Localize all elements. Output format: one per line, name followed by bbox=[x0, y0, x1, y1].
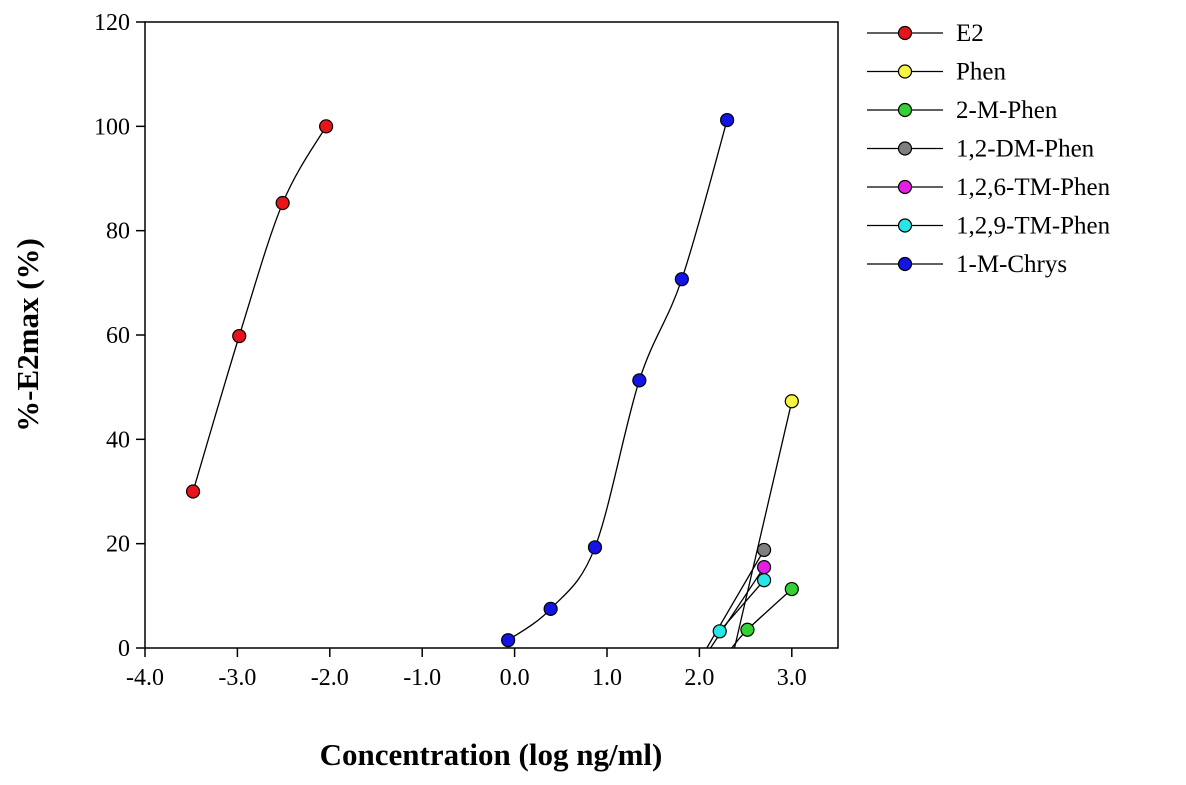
x-axis: -4.0 -3.0 -2.0 -1.0 0.0 1.0 2.0 3.0 bbox=[126, 648, 807, 691]
legend-label: 1,2-DM-Phen bbox=[956, 136, 1095, 163]
legend: E2 Phen 2-M-Phen 1,2-DM-Phen 1,2,6-TM-Phen 1,… bbox=[867, 20, 1111, 278]
series-line-5 bbox=[719, 579, 765, 632]
data-point bbox=[587, 540, 603, 555]
legend-marker bbox=[897, 102, 913, 118]
series-points bbox=[185, 112, 799, 648]
x-tick-label: -4.0 bbox=[126, 665, 164, 691]
data-point bbox=[185, 484, 201, 499]
legend-label: 1,2,6-TM-Phen bbox=[956, 174, 1111, 201]
legend-label: Phen bbox=[956, 59, 1007, 86]
series-line-0 bbox=[192, 125, 327, 492]
y-tick-label: 100 bbox=[94, 114, 130, 140]
y-tick-label: 40 bbox=[106, 427, 130, 453]
y-tick-label: 20 bbox=[106, 532, 130, 558]
x-tick-label: 3.0 bbox=[777, 665, 807, 691]
x-axis-title: Concentration (log ng/ml) bbox=[320, 737, 663, 772]
legend-marker bbox=[897, 218, 913, 233]
data-point bbox=[674, 272, 689, 287]
y-tick-label: 80 bbox=[106, 219, 130, 245]
data-point bbox=[756, 573, 772, 588]
y-axis-title: %-E2max (%) bbox=[10, 238, 45, 432]
y-axis: 0 20 40 60 80 100 120 bbox=[94, 10, 145, 662]
legend-label: 1-M-Chrys bbox=[956, 251, 1067, 278]
data-point bbox=[720, 112, 735, 128]
data-point bbox=[543, 601, 558, 616]
data-point bbox=[632, 373, 647, 388]
series-line-1 bbox=[733, 401, 793, 649]
plot-frame bbox=[144, 21, 839, 649]
x-tick-label: 1.0 bbox=[592, 665, 622, 691]
data-point bbox=[740, 622, 755, 637]
x-tick-label: -1.0 bbox=[403, 665, 441, 691]
data-point bbox=[712, 624, 727, 639]
data-point bbox=[756, 560, 772, 575]
legend-label: E2 bbox=[956, 20, 984, 47]
x-tick-label: -2.0 bbox=[311, 665, 349, 691]
x-tick-label: 0.0 bbox=[500, 665, 530, 691]
data-point bbox=[756, 542, 772, 558]
data-point bbox=[319, 119, 334, 134]
legend-marker bbox=[897, 25, 913, 41]
legend-marker bbox=[897, 64, 913, 79]
y-tick-label: 120 bbox=[94, 10, 130, 36]
data-point bbox=[784, 581, 799, 597]
x-tick-label: 2.0 bbox=[684, 665, 714, 691]
legend-label: 1,2,9-TM-Phen bbox=[956, 213, 1111, 240]
data-point bbox=[232, 328, 247, 344]
data-point bbox=[275, 195, 290, 211]
legend-marker bbox=[897, 256, 913, 272]
x-tick-label: -3.0 bbox=[218, 665, 256, 691]
data-point bbox=[501, 633, 516, 648]
legend-marker bbox=[897, 179, 913, 195]
data-point bbox=[784, 394, 799, 409]
y-tick-label: 60 bbox=[106, 323, 130, 349]
legend-label: 2-M-Phen bbox=[956, 97, 1058, 124]
series-line-6 bbox=[507, 119, 728, 641]
y-tick-label: 0 bbox=[118, 636, 130, 662]
legend-marker bbox=[897, 141, 913, 156]
